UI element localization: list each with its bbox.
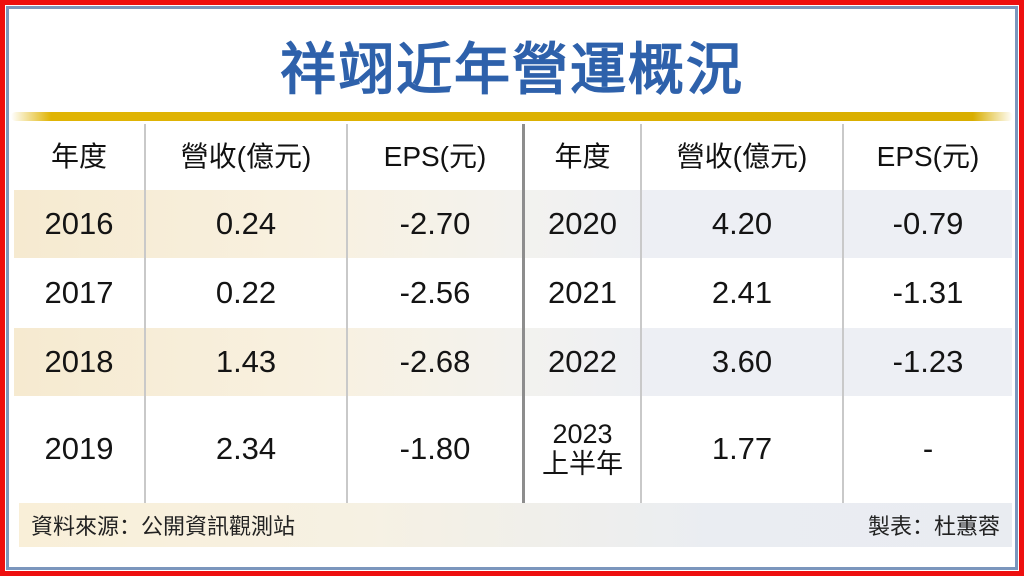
header-revenue-left: 營收(億元): [144, 124, 346, 190]
cell-revenue: 2.34: [144, 396, 346, 503]
table-row: 2016 0.24 -2.70 2020 4.20 -0.79: [14, 190, 1012, 258]
operations-table: 年度 營收(億元) EPS(元) 年度 營收(億元) EPS(元) 2016 0…: [14, 124, 1012, 503]
cell-year: 2020: [522, 190, 640, 258]
inner-blue-frame: 祥翊近年營運概況 年度 營收(億元) EPS(元) 年度 營收(億元) EPS(…: [6, 6, 1018, 570]
footer-bar: 資料來源：公開資訊觀測站 製表：杜蕙蓉: [19, 503, 1012, 547]
header-year-right: 年度: [522, 124, 640, 190]
cell-revenue: 2.41: [640, 258, 842, 328]
cell-eps: -1.80: [346, 396, 522, 503]
cell-year: 2022: [522, 328, 640, 396]
cell-year: 2016: [44, 205, 114, 241]
table-row: 2019 2.34 -1.80 2023 上半年 1.77 -: [14, 396, 1012, 503]
header-year-left: 年度: [50, 140, 107, 172]
cell-eps: -1.31: [842, 258, 1012, 328]
table-row: 2017 0.22 -2.56 2021 2.41 -1.31: [14, 258, 1012, 328]
page-title: 祥翊近年營運概況: [280, 38, 744, 101]
cell-eps: -: [842, 396, 1012, 503]
cell-year-line1: 2023: [552, 418, 613, 449]
cell-revenue: 3.60: [640, 328, 842, 396]
cell-year-line2: 上半年: [542, 448, 623, 479]
cell-eps: -2.68: [346, 328, 522, 396]
credit-label: 製表：杜蕙蓉: [867, 514, 1000, 539]
cell-eps: -1.23: [842, 328, 1012, 396]
cell-year: 2018: [44, 343, 114, 379]
data-source-label: 資料來源：公開資訊觀測站: [31, 514, 296, 539]
cell-eps: -0.79: [842, 190, 1012, 258]
cell-revenue: 0.24: [144, 190, 346, 258]
header-revenue-right: 營收(億元): [640, 124, 842, 190]
cell-eps: -2.56: [346, 258, 522, 328]
header-eps-right: EPS(元): [842, 124, 1012, 190]
cell-year: 2023 上半年: [522, 396, 640, 503]
cell-revenue: 1.43: [144, 328, 346, 396]
cell-year: 2019: [44, 431, 114, 467]
table-row: 2018 1.43 -2.68 2022 3.60 -1.23: [14, 328, 1012, 396]
cell-revenue: 1.77: [640, 396, 842, 503]
header-eps-left: EPS(元): [346, 124, 522, 190]
cell-eps: -2.70: [346, 190, 522, 258]
cell-year: 2021: [522, 258, 640, 328]
cell-year: 2017: [44, 274, 114, 310]
gold-divider-rule: [11, 112, 1013, 121]
table-header-row: 年度 營收(億元) EPS(元) 年度 營收(億元) EPS(元): [14, 124, 1012, 190]
cell-revenue: 0.22: [144, 258, 346, 328]
cell-revenue: 4.20: [640, 190, 842, 258]
